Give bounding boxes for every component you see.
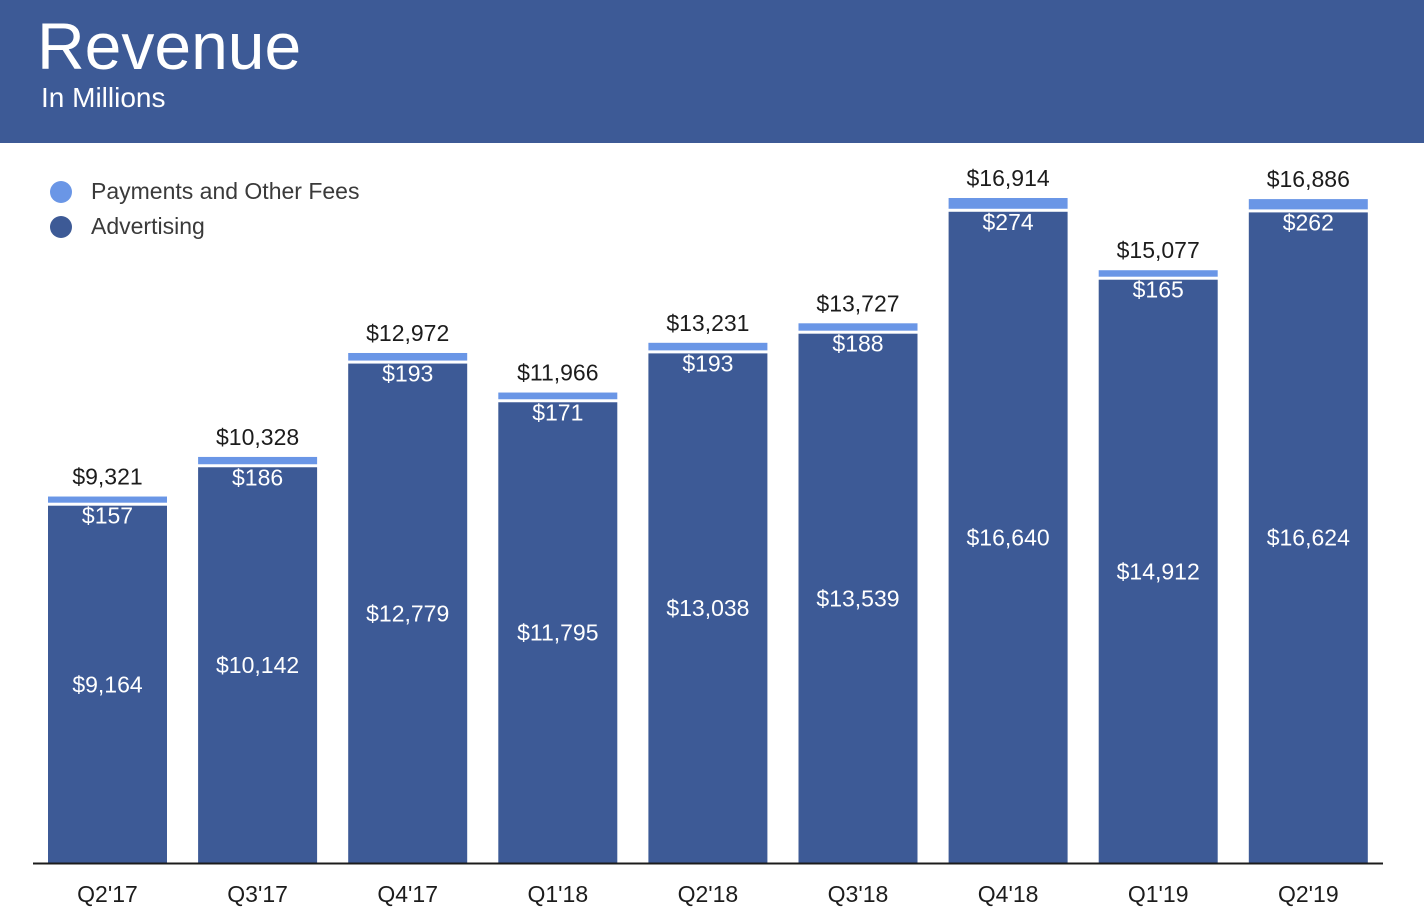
bar-payments [1098, 270, 1218, 277]
x-tick-label: Q2'17 [77, 881, 138, 907]
payments-label: $193 [382, 361, 433, 387]
payments-label: $274 [983, 209, 1034, 235]
bar-advertising [948, 211, 1068, 864]
advertising-label: $11,795 [517, 620, 598, 646]
x-tick-label: Q4'18 [978, 881, 1039, 907]
advertising-label: $13,539 [816, 585, 899, 611]
total-label: $13,727 [816, 290, 899, 316]
advertising-dot-icon [50, 215, 72, 238]
bar-advertising [798, 333, 918, 863]
x-tick-label: Q2'18 [678, 881, 739, 907]
bar-advertising [1248, 212, 1368, 863]
total-label: $13,231 [666, 310, 749, 336]
advertising-label: $13,038 [666, 595, 749, 621]
payments-label: $171 [532, 399, 583, 425]
total-label: $10,328 [216, 424, 299, 450]
x-tick-label: Q3'18 [828, 881, 889, 907]
bar-payments [498, 392, 618, 400]
header-banner: Revenue In Millions [0, 0, 1424, 143]
advertising-label: $12,779 [366, 600, 449, 626]
total-label: $16,886 [1267, 166, 1350, 192]
legend-item-payments: Payments and Other Fees [50, 174, 359, 209]
total-label: $15,077 [1117, 237, 1200, 263]
bar-advertising [48, 505, 167, 863]
legend-label-payments: Payments and Other Fees [91, 178, 360, 204]
x-tick-label: Q1'18 [527, 881, 588, 907]
bar-advertising [198, 467, 318, 863]
x-tick-label: Q3'17 [227, 881, 288, 907]
bar-advertising [348, 363, 468, 863]
payments-label: $157 [82, 503, 133, 529]
payments-label: $186 [232, 464, 283, 490]
total-label: $16,914 [967, 165, 1050, 191]
advertising-label: $16,640 [967, 524, 1050, 550]
x-tick-label: Q4'17 [377, 881, 438, 907]
bar-payments [1248, 199, 1368, 210]
advertising-label: $14,912 [1117, 558, 1200, 584]
payments-label: $193 [682, 350, 733, 376]
bar-advertising [498, 402, 618, 863]
x-tick-label: Q1'19 [1128, 881, 1189, 907]
page-title: Revenue [37, 9, 302, 83]
advertising-label: $10,142 [216, 652, 299, 678]
bar-advertising [648, 353, 768, 863]
total-label: $11,966 [517, 360, 598, 386]
legend-label-advertising: Advertising [91, 213, 205, 239]
bar-payments [198, 456, 318, 465]
payments-label: $165 [1133, 277, 1184, 303]
x-tick-label: Q2'19 [1278, 881, 1339, 907]
legend: Payments and Other Fees Advertising [50, 174, 359, 244]
advertising-label: $16,624 [1267, 525, 1350, 551]
page-subtitle: In Millions [41, 82, 166, 113]
total-label: $9,321 [72, 464, 142, 490]
bar-payments [948, 198, 1068, 209]
total-label: $12,972 [366, 320, 449, 346]
payments-label: $262 [1283, 209, 1334, 235]
payments-label: $188 [832, 331, 883, 357]
bar-advertising [1098, 279, 1218, 863]
bar-payments [348, 352, 468, 361]
bar-payments [798, 323, 918, 331]
advertising-label: $9,164 [72, 671, 143, 697]
bar-payments [48, 496, 167, 503]
bar-payments [648, 342, 768, 351]
payments-dot-icon [50, 180, 72, 203]
legend-item-advertising: Advertising [50, 209, 359, 244]
